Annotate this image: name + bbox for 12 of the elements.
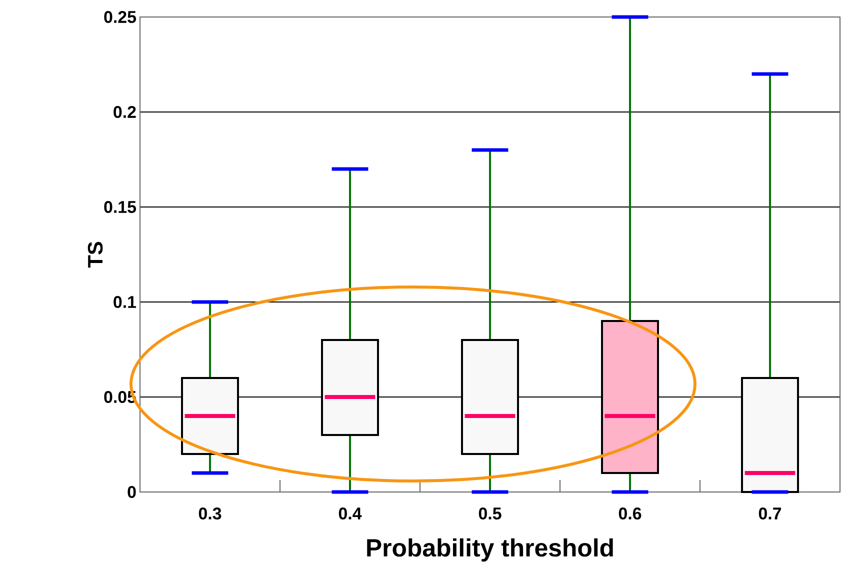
x-tick-label: 0.3 (198, 508, 222, 520)
y-tick-label: 0.25 (104, 10, 136, 23)
x-axis-title: Probability threshold (367, 538, 613, 562)
y-axis-title: TS (88, 242, 103, 268)
x-tick-label: 0.5 (478, 508, 502, 520)
y-tick-label: 0.1 (114, 296, 136, 308)
x-tick-label: 0.7 (758, 508, 782, 520)
x-tick-label: 0.4 (338, 508, 362, 520)
y-tick-label: 0.2 (114, 106, 136, 118)
y-tick-label: 0 (128, 486, 136, 498)
x-tick-label: 0.6 (618, 508, 642, 520)
y-tick-label: 0.15 (104, 200, 136, 213)
